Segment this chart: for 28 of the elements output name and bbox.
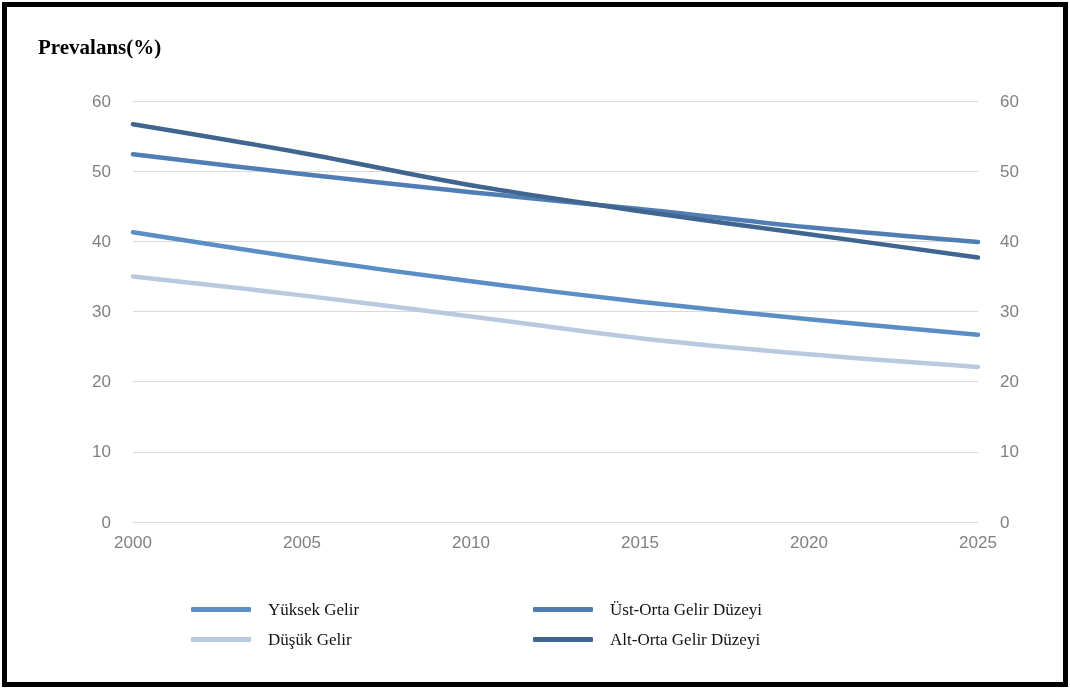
legend-label: Düşük Gelir bbox=[268, 630, 352, 649]
x-tick-label: 2025 bbox=[959, 533, 997, 552]
y-tick-label: 0 bbox=[101, 512, 111, 532]
y2-tick-label: 10 bbox=[1000, 442, 1019, 462]
y2-tick-label: 50 bbox=[1000, 161, 1019, 181]
y-tick-label: 60 bbox=[92, 91, 111, 111]
y2-tick-label: 30 bbox=[1000, 302, 1019, 321]
y-tick-label: 40 bbox=[92, 231, 111, 251]
legend-label: Yüksek Gelir bbox=[268, 600, 360, 619]
line-series bbox=[130, 121, 981, 260]
y2-tick-label: 60 bbox=[1000, 91, 1019, 111]
y-tick-label: 10 bbox=[92, 442, 111, 462]
x-tick-label: 2010 bbox=[452, 533, 490, 552]
y2-tick-label: 0 bbox=[1000, 512, 1010, 532]
y-axis-title: Prevalans(%) bbox=[38, 34, 162, 59]
y2-tick-label: 40 bbox=[1000, 231, 1019, 251]
y-tick-label: 50 bbox=[92, 161, 111, 181]
legend-label: Üst-Orta Gelir Düzeyi bbox=[610, 600, 763, 619]
y2-tick-label: 20 bbox=[1000, 372, 1019, 392]
line-series bbox=[130, 274, 981, 370]
x-tick-label: 2000 bbox=[114, 533, 152, 552]
y-tick-label: 20 bbox=[92, 372, 111, 392]
y-tick-label: 30 bbox=[92, 302, 111, 321]
legend-label: Alt-Orta Gelir Düzeyi bbox=[610, 630, 761, 649]
x-tick-label: 2020 bbox=[790, 533, 828, 552]
x-tick-label: 2005 bbox=[283, 533, 321, 552]
x-tick-label: 2015 bbox=[621, 533, 659, 552]
line-series bbox=[130, 229, 981, 337]
